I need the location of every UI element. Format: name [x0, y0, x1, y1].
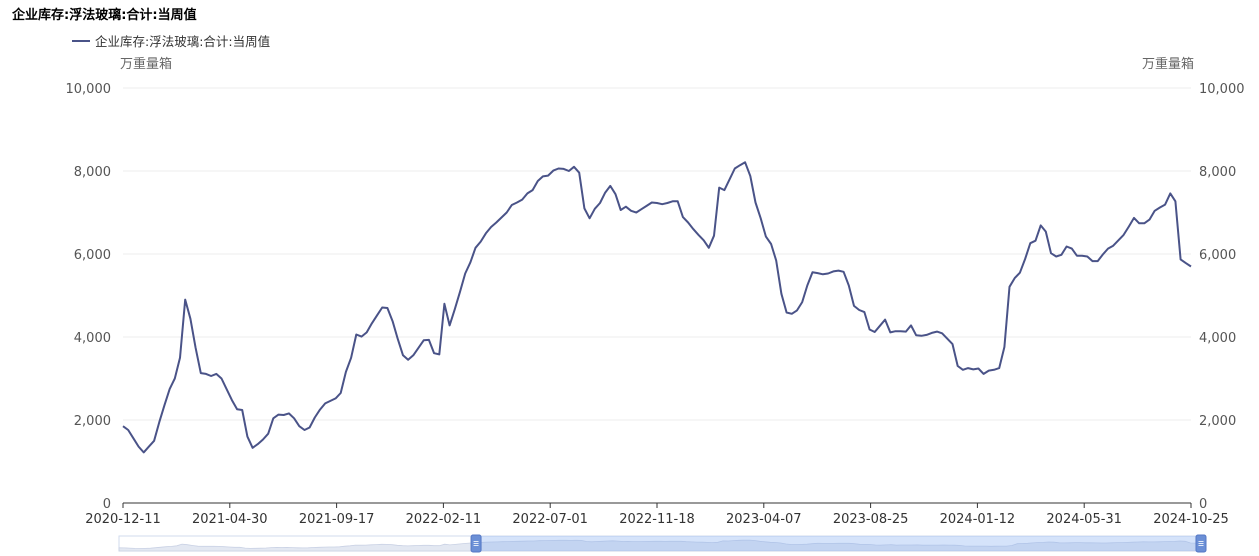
y-axis-unit-right: 万重量箱 [1141, 57, 1194, 72]
legend-swatch [72, 39, 90, 42]
legend-label: 企业库存:浮法玻璃:合计:当周值 [95, 34, 271, 49]
y-axis-unit-left: 万重量箱 [120, 57, 173, 72]
y-tick-label-right: 4,000 [1199, 331, 1236, 346]
y-tick-label-left: 0 [103, 497, 111, 512]
x-tick-label: 2023-08-25 [833, 512, 909, 527]
x-tick-label: 2021-09-17 [299, 512, 375, 527]
y-tick-label-right: 2,000 [1199, 414, 1236, 429]
x-tick-label: 2020-12-11 [85, 512, 161, 527]
series-line [122, 161, 1192, 454]
y-tick-label-left: 6,000 [74, 248, 111, 263]
y-tick-label-right: 10,000 [1199, 82, 1245, 97]
x-tick-label: 2024-05-31 [1046, 512, 1122, 527]
y-tick-label-right: 8,000 [1199, 165, 1236, 180]
x-tick-label: 2022-11-18 [619, 512, 695, 527]
zoom-slider-preview [118, 539, 1202, 552]
chart-title: 企业库存:浮法玻璃:合计:当周值 [12, 8, 197, 23]
x-tick-label: 2024-10-25 [1153, 512, 1229, 527]
x-tick-label: 2021-04-30 [192, 512, 268, 527]
y-tick-label-left: 8,000 [74, 165, 111, 180]
legend-item[interactable]: 企业库存:浮法玻璃:合计:当周值 [72, 31, 270, 50]
x-tick-label: 2023-04-07 [726, 512, 802, 527]
y-tick-label-left: 4,000 [74, 331, 111, 346]
zoom-slider-selection[interactable] [476, 536, 1201, 551]
x-tick-label: 2024-01-12 [940, 512, 1016, 527]
x-tick-label: 2022-02-11 [406, 512, 482, 527]
y-tick-label-left: 2,000 [74, 414, 111, 429]
y-tick-label-right: 6,000 [1199, 248, 1236, 263]
y-tick-label-left: 10,000 [66, 82, 112, 97]
y-tick-label-right: 0 [1199, 497, 1207, 512]
x-tick-label: 2022-07-01 [512, 512, 588, 527]
